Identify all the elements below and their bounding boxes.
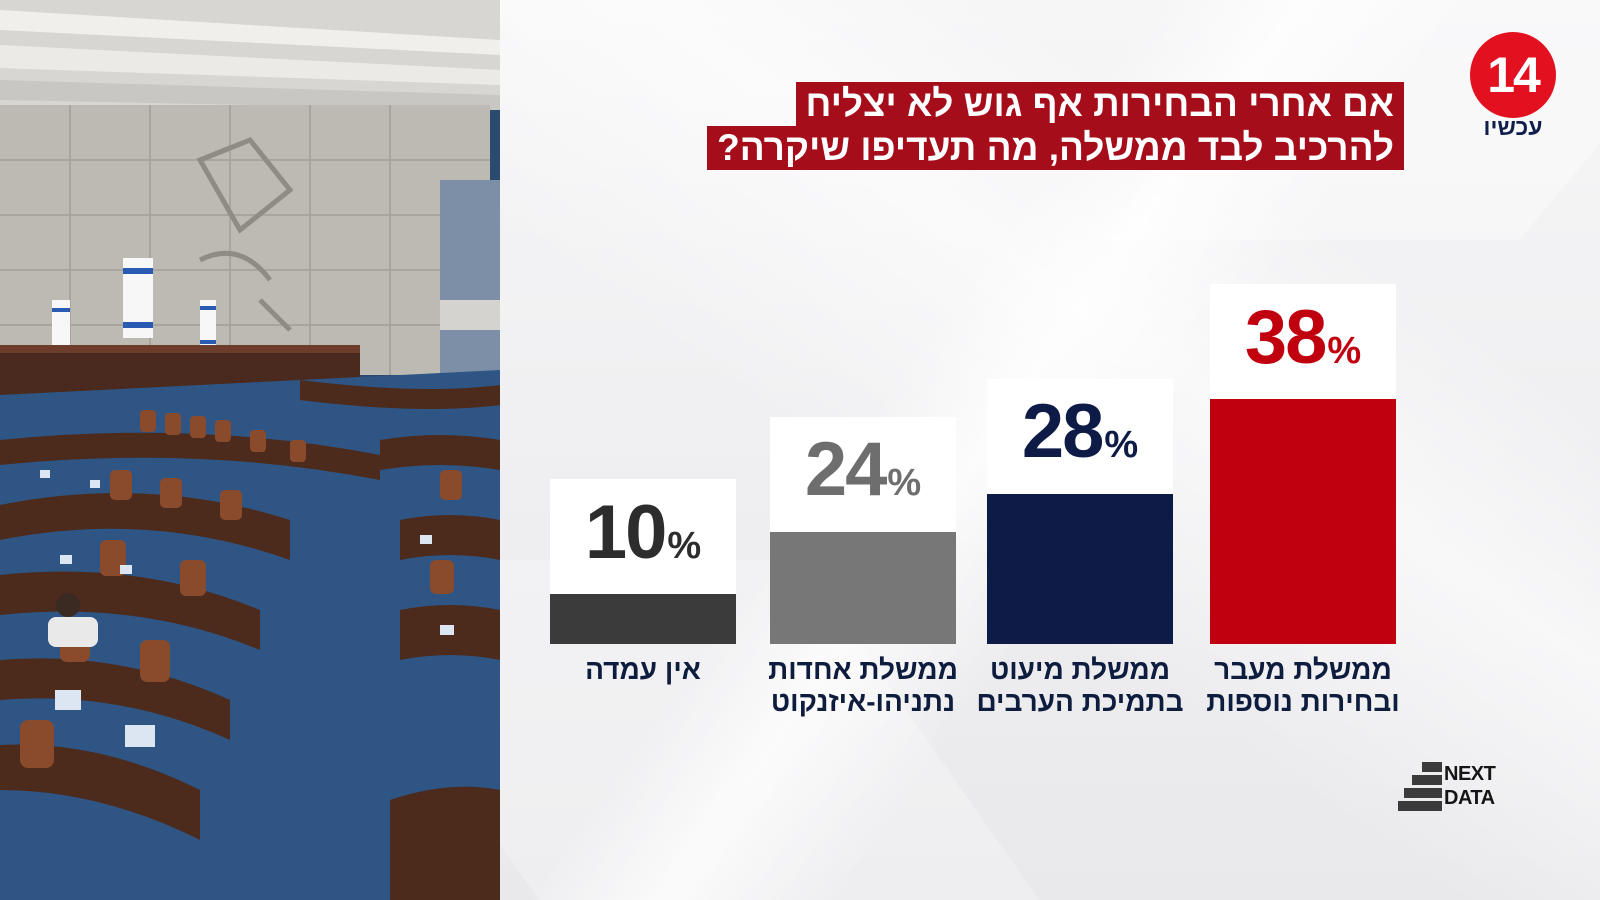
value-number: 38 [1244,294,1328,380]
bar-fill [550,594,736,644]
title-line-1: אם אחרי הבחירות אף גוש לא יצליח [795,82,1404,126]
value-unit: % [1104,424,1139,467]
category-label: ממשלת מיעוט בתמיכת הערבים [957,654,1203,718]
knesset-photo [0,0,500,900]
category-label: ממשלת אחדות נתניהו-איזנקוט [740,654,986,718]
category-line: ממשלת מיעוט [989,654,1171,685]
bar-chart: 10% אין עמדה 24% ממשלת אחדות נתניהו-איזנקוט 2… [500,0,1600,900]
poll-question: אם אחרי הבחירות אף גוש לא יצליח להרכיב ל… [504,82,1404,170]
bar-2: 28% [987,378,1173,644]
logo-subtitle: עכשיו [1483,114,1543,140]
value-label: 28% [987,388,1173,475]
value-unit: % [887,462,922,505]
value-number: 24 [804,427,888,513]
category-line: ובחירות נוספות [1206,686,1400,717]
bar-label-area [550,479,736,594]
category-line: ממשלת מעבר [1214,654,1392,685]
bar-label-area [987,378,1173,494]
value-number: 10 [584,489,668,575]
title-line-2: להרכיב לבד ממשלה, מה תעדיפו שיקרה? [707,126,1404,170]
value-unit: % [667,524,702,567]
bar-0: 10% [550,479,736,644]
channel-14-logo: 14 עכשיו [1468,32,1558,140]
bar-fill [770,531,956,644]
next-data-logo: NEXT DATA [1398,762,1508,812]
value-number: 28 [1021,389,1105,475]
category-label: ממשלת מעבר ובחירות נוספות [1180,654,1426,718]
logo-number: 14 [1470,32,1556,118]
category-line: ממשלת אחדות [768,654,958,685]
bar-3: 38% [1210,284,1396,644]
bar-fill [987,493,1173,644]
value-label: 38% [1210,294,1396,381]
category-line: אין עמדה [585,654,701,685]
infographic-panel: 14 עכשיו אם אחרי הבחירות אף גוש לא יצליח… [500,0,1600,900]
bar-1: 24% [770,416,956,644]
value-unit: % [1327,329,1362,372]
brand-line-2: DATA [1444,787,1495,809]
bar-label-area [770,416,956,532]
knesset-illustration [0,0,500,900]
category-line: בתמיכת הערבים [976,686,1184,717]
category-line: נתניהו-איזנקוט [770,686,956,717]
value-label: 10% [550,489,736,576]
bar-label-area [1210,284,1396,399]
brand-line-1: NEXT [1444,763,1496,785]
value-label: 24% [770,426,956,513]
bar-fill [1210,399,1396,644]
category-label: אין עמדה [520,654,766,686]
